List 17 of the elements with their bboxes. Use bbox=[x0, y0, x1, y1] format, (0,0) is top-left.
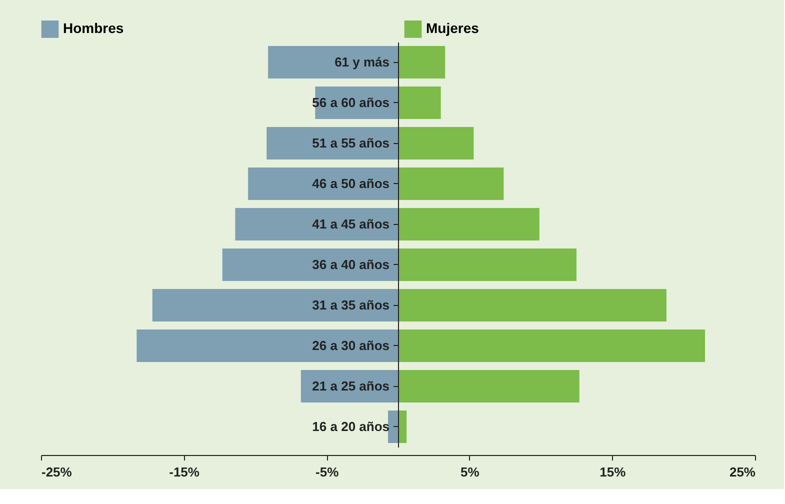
legend-label: Mujeres bbox=[426, 20, 480, 36]
x-tick-label: 5% bbox=[460, 464, 480, 480]
y-tick-label: 36 a 40 años bbox=[312, 256, 390, 272]
x-tick-label: 25% bbox=[729, 464, 756, 480]
x-tick-label: -15% bbox=[169, 464, 200, 480]
x-tick-label: 15% bbox=[600, 464, 626, 480]
y-tick-label: 31 a 35 años bbox=[312, 297, 390, 312]
x-tick-label: -25% bbox=[42, 464, 72, 480]
y-tick-label: 61 y más bbox=[334, 54, 390, 70]
y-tick-label: 51 a 55 años bbox=[312, 135, 390, 150]
y-tick-label: 16 a 20 años bbox=[312, 418, 390, 434]
y-tick-label: 46 a 50 años bbox=[312, 176, 390, 191]
y-tick-label: 21 a 25 años bbox=[312, 378, 390, 394]
y-tick-label: 41 a 45 años bbox=[312, 216, 390, 232]
x-tick-label: -5% bbox=[316, 464, 340, 480]
y-tick-label: 26 a 30 años bbox=[312, 338, 390, 353]
legend-label: Hombres bbox=[63, 20, 124, 36]
